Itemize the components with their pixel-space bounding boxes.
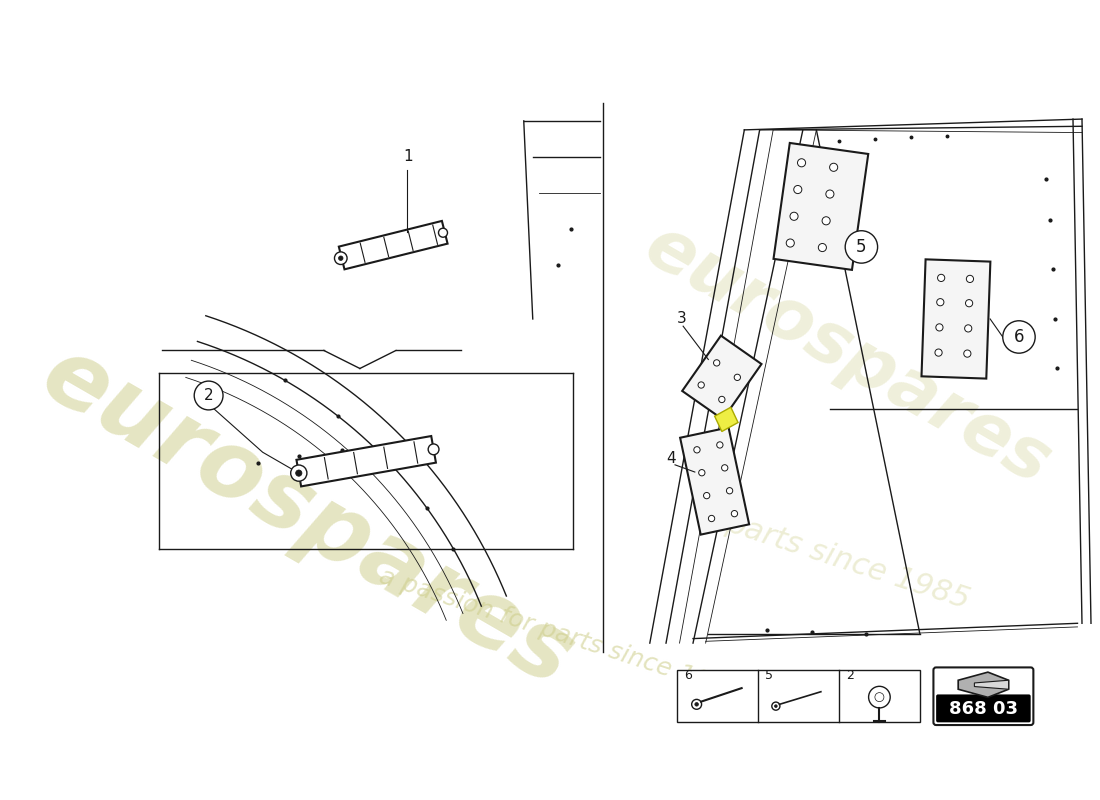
- Circle shape: [339, 256, 343, 261]
- FancyBboxPatch shape: [934, 667, 1033, 725]
- Text: 5: 5: [856, 238, 867, 256]
- Text: 6: 6: [684, 669, 692, 682]
- Text: 5: 5: [766, 669, 773, 682]
- Circle shape: [826, 190, 834, 198]
- Circle shape: [296, 470, 301, 476]
- Circle shape: [774, 705, 778, 707]
- Polygon shape: [958, 672, 1009, 698]
- Circle shape: [798, 158, 805, 167]
- Circle shape: [822, 217, 830, 225]
- Polygon shape: [922, 259, 990, 378]
- Polygon shape: [975, 680, 1009, 690]
- Text: 2: 2: [204, 388, 213, 403]
- Circle shape: [790, 212, 799, 220]
- Text: 3: 3: [676, 311, 686, 326]
- Circle shape: [936, 324, 943, 331]
- Circle shape: [695, 702, 698, 706]
- Circle shape: [874, 693, 884, 702]
- Text: a passion for parts since 1985: a passion for parts since 1985: [376, 564, 744, 704]
- Circle shape: [965, 325, 971, 332]
- Circle shape: [786, 239, 794, 247]
- Circle shape: [290, 465, 307, 482]
- Bar: [676, 670, 920, 722]
- Circle shape: [718, 396, 725, 402]
- Circle shape: [937, 274, 945, 282]
- Circle shape: [439, 228, 448, 238]
- Circle shape: [937, 298, 944, 306]
- Circle shape: [722, 465, 728, 471]
- Circle shape: [966, 300, 972, 307]
- Circle shape: [845, 230, 878, 263]
- Text: 4: 4: [666, 451, 675, 466]
- Circle shape: [966, 275, 974, 282]
- FancyBboxPatch shape: [936, 694, 1031, 722]
- Circle shape: [714, 360, 719, 366]
- Text: eurospares: eurospares: [26, 328, 590, 706]
- Polygon shape: [773, 143, 868, 270]
- Circle shape: [694, 446, 700, 453]
- Circle shape: [772, 702, 780, 710]
- Circle shape: [428, 444, 439, 454]
- Circle shape: [698, 382, 704, 388]
- Circle shape: [734, 374, 740, 381]
- Text: 1: 1: [404, 149, 414, 164]
- Circle shape: [1003, 321, 1035, 353]
- Circle shape: [732, 510, 738, 517]
- Text: parts since 1985: parts since 1985: [723, 509, 974, 615]
- Circle shape: [726, 487, 733, 494]
- Circle shape: [829, 163, 838, 171]
- Polygon shape: [680, 427, 749, 534]
- Circle shape: [717, 442, 723, 448]
- Polygon shape: [339, 221, 448, 270]
- Circle shape: [935, 349, 942, 356]
- Text: 2: 2: [846, 669, 854, 682]
- Circle shape: [869, 686, 890, 708]
- Circle shape: [964, 350, 971, 358]
- Circle shape: [698, 470, 705, 476]
- Circle shape: [692, 699, 702, 710]
- Text: eurospares: eurospares: [632, 211, 1063, 499]
- Circle shape: [195, 381, 223, 410]
- Polygon shape: [715, 407, 738, 431]
- Circle shape: [794, 186, 802, 194]
- Text: 6: 6: [1014, 328, 1024, 346]
- Circle shape: [334, 252, 348, 265]
- Text: 868 03: 868 03: [949, 700, 1018, 718]
- Circle shape: [708, 515, 715, 522]
- Polygon shape: [682, 336, 761, 419]
- Circle shape: [704, 493, 710, 498]
- Polygon shape: [297, 436, 436, 486]
- Circle shape: [818, 243, 826, 251]
